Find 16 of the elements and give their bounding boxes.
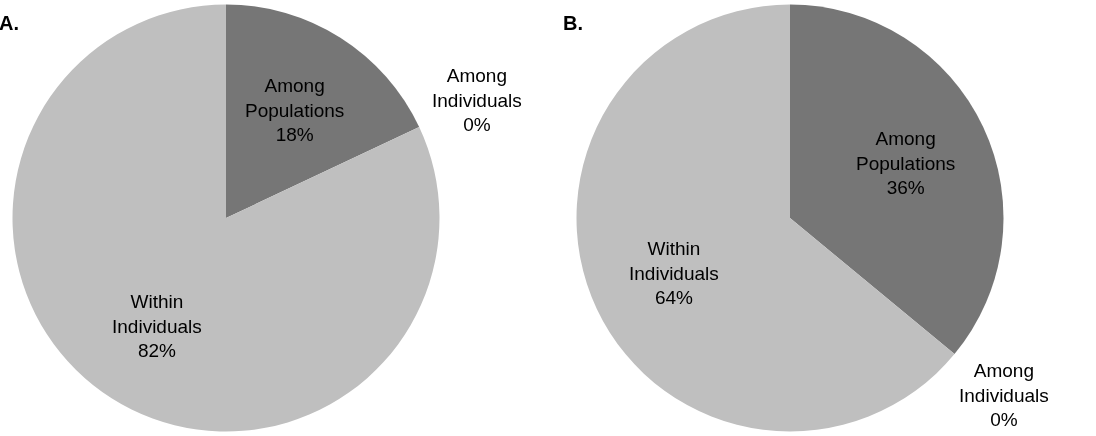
text: 0% (463, 114, 491, 136)
slice-label: Within Individuals (112, 291, 202, 337)
pie-slice (226, 4, 420, 218)
slice-label: Among Populations (245, 75, 345, 121)
pie-slice (790, 4, 1004, 355)
data-label: 18% (275, 124, 314, 146)
category-label: Among Individuals (959, 360, 1049, 406)
category-label: Among Individuals (432, 65, 522, 111)
data-label: 82% (137, 340, 177, 362)
chart-title: A. (0, 12, 19, 34)
data-label: 36% (886, 177, 925, 199)
text: 0% (990, 409, 1018, 431)
slice-label: Within Individuals (629, 238, 719, 284)
chart-title: B. (563, 12, 583, 34)
data-label: 64% (654, 287, 694, 309)
slice-label: Among Populations (856, 128, 956, 174)
